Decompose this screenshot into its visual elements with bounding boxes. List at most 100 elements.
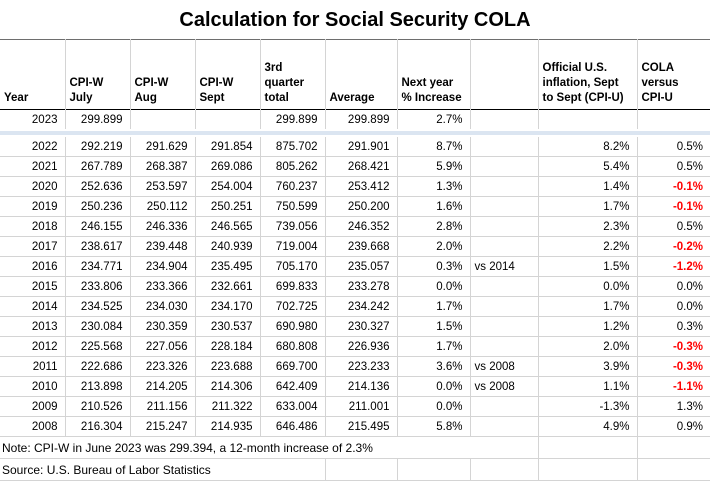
cell-2020-cola: -0.1%	[637, 176, 710, 197]
cell-2010-july: 213.898	[65, 376, 131, 397]
cell-2022-year: 2022	[0, 136, 66, 157]
empty-cell	[538, 458, 638, 481]
cell-2010-aug: 214.205	[130, 376, 196, 397]
empty-cell	[637, 436, 710, 459]
cell-2011-increase: 3.6%	[397, 356, 471, 377]
cell-2016-aug: 234.904	[130, 256, 196, 277]
cell-2013-total: 690.980	[260, 316, 326, 337]
cell-2014-total: 702.725	[260, 296, 326, 317]
table-row-2011: 2011 222.686 223.326 223.688 669.700 223.233 3…	[0, 356, 710, 377]
cell-2014-cola: 0.0%	[637, 296, 710, 317]
col-header-cpiu: Official U.S. inflation, Sept to Sept (C…	[538, 39, 638, 110]
col-header-cola: COLA versus CPI-U	[641, 62, 679, 105]
cell-2016-sept: 235.495	[195, 256, 261, 277]
cell-2022-cola: 0.5%	[637, 136, 710, 157]
cell-2013-cpiu: 1.2%	[538, 316, 638, 337]
cell-2008-july: 216.304	[65, 416, 131, 437]
cell-2015-cpiu: 0.0%	[538, 276, 638, 297]
cell-2012-year: 2012	[0, 336, 66, 357]
cell-2008-cola: 0.9%	[637, 416, 710, 437]
cell-2018-note	[470, 216, 539, 237]
cell-2017-july: 238.617	[65, 236, 131, 257]
empty-cell	[397, 458, 471, 481]
cell-2019-note	[470, 196, 539, 217]
col-header-year: Year	[0, 39, 66, 110]
cell-2023-average: 299.899	[325, 109, 398, 130]
cell-2021-increase: 5.9%	[397, 156, 471, 177]
cell-2022-average: 291.901	[325, 136, 398, 157]
cell-2013-aug: 230.359	[130, 316, 196, 337]
cell-2020-cpiu: 1.4%	[538, 176, 638, 197]
cell-2012-july: 225.568	[65, 336, 131, 357]
cell-2022-sept: 291.854	[195, 136, 261, 157]
cell-2019-average: 250.200	[325, 196, 398, 217]
cell-2019-aug: 250.112	[130, 196, 196, 217]
cell-2020-increase: 1.3%	[397, 176, 471, 197]
cell-2012-sept: 228.184	[195, 336, 261, 357]
cell-2011-total: 669.700	[260, 356, 326, 377]
table-row-2022: 2022 292.219 291.629 291.854 875.702 291.901 8…	[0, 136, 710, 157]
col-header-july: CPI-W July	[65, 39, 131, 110]
cell-2011-average: 223.233	[325, 356, 398, 377]
cell-2014-increase: 1.7%	[397, 296, 471, 317]
cell-2023-sept	[195, 109, 261, 130]
col-header-note	[470, 39, 539, 110]
cell-2020-year: 2020	[0, 176, 66, 197]
cell-2022-total: 875.702	[260, 136, 326, 157]
cell-2016-year: 2016	[0, 256, 66, 277]
table-row-2013: 2013 230.084 230.359 230.537 690.980 230.327 1…	[0, 316, 710, 337]
cell-2017-aug: 239.448	[130, 236, 196, 257]
cell-2021-aug: 268.387	[130, 156, 196, 177]
cell-2023-july: 299.899	[65, 109, 131, 130]
col-header-sept: CPI-W Sept	[195, 39, 261, 110]
note-row: Note: CPI-W in June 2023 was 299.394, a …	[0, 436, 710, 459]
cell-2013-average: 230.327	[325, 316, 398, 337]
cell-2013-year: 2013	[0, 316, 66, 337]
cell-2019-cpiu: 1.7%	[538, 196, 638, 217]
cell-2015-cola: 0.0%	[637, 276, 710, 297]
col-header-aug: CPI-W Aug	[130, 39, 196, 110]
cell-2022-cpiu: 8.2%	[538, 136, 638, 157]
cell-2012-increase: 1.7%	[397, 336, 471, 357]
empty-cell	[470, 436, 539, 459]
cell-2016-total: 705.170	[260, 256, 326, 277]
cell-2018-july: 246.155	[65, 216, 131, 237]
cell-2018-cpiu: 2.3%	[538, 216, 638, 237]
cell-2018-increase: 2.8%	[397, 216, 471, 237]
cell-2016-cpiu: 1.5%	[538, 256, 638, 277]
cell-2019-july: 250.236	[65, 196, 131, 217]
cell-2019-cola: -0.1%	[637, 196, 710, 217]
cell-2011-note: vs 2008	[470, 356, 539, 377]
cell-2009-note	[470, 396, 539, 417]
page-title: Calculation for Social Security COLA	[179, 9, 531, 31]
cell-2009-cola: 1.3%	[637, 396, 710, 417]
table-note: Note: CPI-W in June 2023 was 299.394, a …	[0, 436, 470, 459]
cell-2022-july: 292.219	[65, 136, 131, 157]
cell-2009-increase: 0.0%	[397, 396, 471, 417]
cell-2021-cola: 0.5%	[637, 156, 710, 177]
cell-2015-sept: 232.661	[195, 276, 261, 297]
cell-2019-year: 2019	[0, 196, 66, 217]
col-header-total: 3rd quarter total	[260, 39, 326, 110]
cell-2008-average: 215.495	[325, 416, 398, 437]
cell-2015-average: 233.278	[325, 276, 398, 297]
cell-2010-year: 2010	[0, 376, 66, 397]
cell-2021-july: 267.789	[65, 156, 131, 177]
cell-2012-cpiu: 2.0%	[538, 336, 638, 357]
cell-2019-total: 750.599	[260, 196, 326, 217]
table-source: Source: U.S. Bureau of Labor Statistics	[0, 458, 260, 481]
cell-2008-sept: 214.935	[195, 416, 261, 437]
table-row-2012: 2012 225.568 227.056 228.184 680.808 226.936 1…	[0, 336, 710, 357]
cell-2019-increase: 1.6%	[397, 196, 471, 217]
cell-2010-average: 214.136	[325, 376, 398, 397]
cell-2014-average: 234.242	[325, 296, 398, 317]
cell-2011-year: 2011	[0, 356, 66, 377]
cell-2008-year: 2008	[0, 416, 66, 437]
cell-2020-sept: 254.004	[195, 176, 261, 197]
cell-2009-average: 211.001	[325, 396, 398, 417]
cell-2012-aug: 227.056	[130, 336, 196, 357]
cell-2023-increase: 2.7%	[397, 109, 471, 130]
cell-2008-increase: 5.8%	[397, 416, 471, 437]
cell-2018-average: 246.352	[325, 216, 398, 237]
cell-2020-aug: 253.597	[130, 176, 196, 197]
